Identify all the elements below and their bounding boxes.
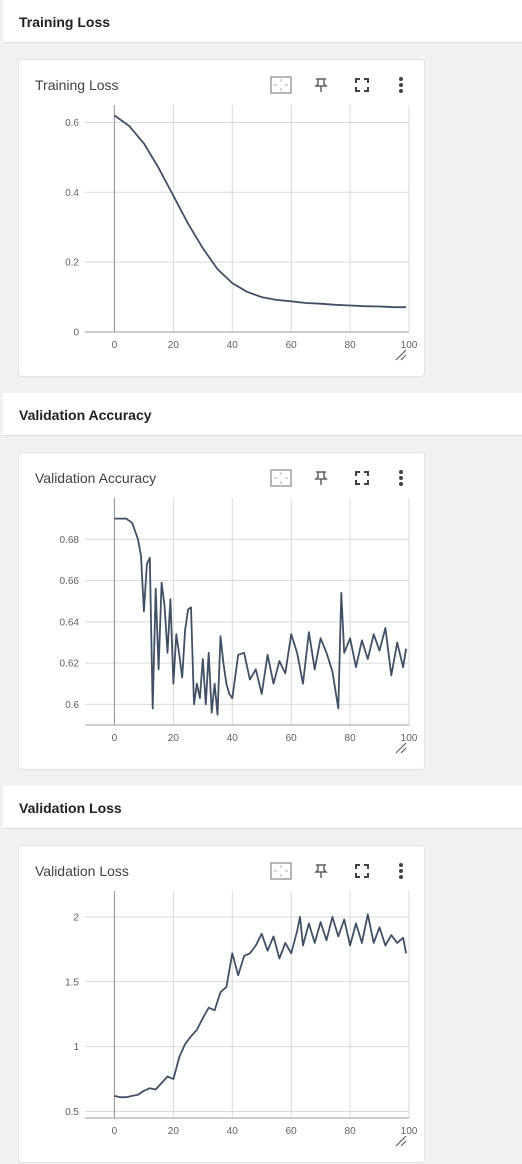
- fit-domain-icon[interactable]: [269, 73, 293, 97]
- x-tick-label: 20: [168, 1126, 180, 1137]
- resize-handle-icon[interactable]: [395, 741, 407, 759]
- y-tick-label: 0.5: [65, 1107, 79, 1118]
- y-tick-label: 0.6: [65, 118, 79, 129]
- more-vert-icon[interactable]: [389, 466, 413, 490]
- x-tick-label: 60: [286, 733, 298, 744]
- y-tick-label: 1.5: [65, 977, 79, 988]
- y-tick-label: 0: [73, 328, 79, 339]
- x-tick-label: 100: [401, 1126, 418, 1137]
- pin-icon[interactable]: [309, 859, 333, 883]
- section-title: Validation Accuracy: [19, 407, 152, 423]
- x-tick-label: 0: [112, 1126, 118, 1137]
- x-tick-label: 80: [345, 733, 357, 744]
- x-tick-label: 80: [345, 340, 357, 351]
- chart-svg[interactable]: 0.6 0.62 0.64 0.66 0.68 0 20 40 60 80 100: [19, 453, 426, 771]
- fullscreen-icon[interactable]: [350, 859, 374, 883]
- x-tick-label: 60: [286, 340, 298, 351]
- x-tick-label: 60: [286, 1126, 298, 1137]
- x-tick-label: 20: [168, 733, 180, 744]
- chart-title: Validation Loss: [35, 863, 129, 879]
- section-header[interactable]: Validation Loss: [3, 786, 522, 829]
- section-header[interactable]: Training Loss: [3, 0, 522, 43]
- y-tick-label: 0.4: [65, 188, 79, 199]
- y-tick-label: 2: [73, 912, 79, 923]
- fit-domain-icon[interactable]: [269, 859, 293, 883]
- y-tick-label: 0.64: [60, 617, 80, 628]
- y-tick-label: 1: [73, 1042, 79, 1053]
- more-vert-icon[interactable]: [389, 859, 413, 883]
- y-tick-label: 0.68: [60, 535, 80, 546]
- chart-svg[interactable]: 0 0.2 0.4 0.6 0 20 40 60 80 100: [19, 60, 426, 378]
- y-tick-label: 0.62: [60, 659, 80, 670]
- chart-svg[interactable]: 0.511.520 20 40 60 80 100: [19, 846, 426, 1164]
- chart-card-validation-loss: Validation Loss 0.5 1 1.5 2 0 20 40 60 80 100: [18, 845, 425, 1163]
- series-line: [113, 114, 407, 309]
- pin-icon[interactable]: [309, 73, 333, 97]
- chart-title: Validation Accuracy: [35, 470, 157, 486]
- chart-card-training-loss: Training Loss 0 0.2 0.4 0.6 0 20 40 60 80 100: [18, 59, 425, 377]
- series-line: [114, 517, 407, 716]
- fit-domain-icon[interactable]: [269, 466, 293, 490]
- x-tick-label: 20: [168, 340, 180, 351]
- chart-title: Training Loss: [35, 77, 119, 93]
- x-tick-label: 40: [227, 733, 239, 744]
- x-tick-label: 40: [227, 1126, 239, 1137]
- fullscreen-icon[interactable]: [350, 466, 374, 490]
- section-title: Training Loss: [19, 14, 111, 30]
- y-tick-label: 0.2: [65, 258, 79, 269]
- x-tick-label: 80: [345, 1126, 357, 1137]
- resize-handle-icon[interactable]: [395, 348, 407, 366]
- section-header[interactable]: Validation Accuracy: [3, 393, 522, 436]
- x-tick-label: 100: [401, 340, 418, 351]
- pin-icon[interactable]: [309, 466, 333, 490]
- x-tick-label: 0: [112, 340, 118, 351]
- series-line: [114, 913, 407, 1099]
- x-tick-label: 0: [112, 733, 118, 744]
- y-tick-label: 0.66: [60, 576, 80, 587]
- x-tick-label: 100: [401, 733, 418, 744]
- chart-card-validation-accuracy: Validation Accuracy 0.6 0.62 0.64 0.66 0.68 0…: [18, 452, 425, 770]
- fullscreen-icon[interactable]: [350, 73, 374, 97]
- section-title: Validation Loss: [19, 800, 122, 816]
- more-vert-icon[interactable]: [389, 73, 413, 97]
- y-tick-label: 0.6: [65, 700, 79, 711]
- x-tick-label: 40: [227, 340, 239, 351]
